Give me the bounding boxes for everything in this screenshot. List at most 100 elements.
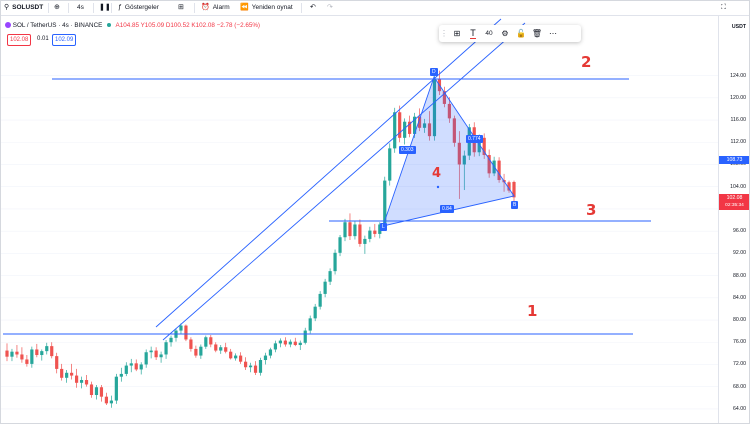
price-axis[interactable]: USDT 124.00 120.00 116.00 112.00 108.00 104.0…: [718, 16, 749, 423]
pattern-point-b[interactable]: B: [511, 201, 519, 209]
templates-icon[interactable]: ⊞: [453, 29, 461, 38]
candle-body: [412, 116, 417, 134]
more-icon[interactable]: ⋯: [549, 29, 557, 38]
candle-body: [452, 118, 456, 143]
candle: [209, 335, 213, 348]
candle-body: [442, 91, 447, 104]
candle: [373, 223, 377, 238]
candle-body: [35, 349, 39, 356]
symbol-search-button[interactable]: ⚲ SOLUSDT: [4, 2, 43, 14]
drag-handle-icon[interactable]: ⋮: [440, 29, 448, 38]
candle-body: [234, 355, 238, 359]
candle-body: [129, 363, 133, 366]
candle: [55, 352, 59, 374]
replay-button[interactable]: ⏪ Yeniden oynat: [240, 2, 293, 14]
annotation-1[interactable]: 1: [527, 302, 538, 320]
candle: [353, 221, 357, 240]
channel-line-lower[interactable]: [162, 22, 526, 341]
price-label-current: 102.08: [719, 194, 749, 202]
candle: [70, 363, 74, 380]
interval-button[interactable]: 4s: [77, 2, 84, 14]
replay-label: Yeniden oynat: [251, 4, 293, 11]
pattern-point-l[interactable]: L: [380, 223, 387, 231]
candle-body: [239, 355, 243, 362]
candle-body: [278, 340, 282, 344]
drawings: [3, 18, 651, 341]
alarm-button[interactable]: ⏰ Alarm: [201, 2, 230, 14]
settings-gear-icon[interactable]: ⚙: [501, 29, 509, 38]
top-toolbar: ⚲ SOLUSDT ⊕ 4s ❚❚ ƒ Göstergeler ⊞ ⏰ Alar…: [1, 1, 749, 16]
candle: [398, 105, 402, 143]
candle-body: [94, 387, 99, 396]
annotation-4[interactable]: 4: [432, 166, 442, 181]
ohlc-low: D100.52: [165, 22, 190, 29]
candle: [134, 359, 138, 372]
channel-line-upper[interactable]: [155, 18, 502, 328]
indicators-button[interactable]: ƒ Göstergeler: [118, 2, 159, 14]
annotation-3[interactable]: 3: [586, 201, 597, 219]
text-color-button[interactable]: T: [465, 25, 481, 42]
candle-body: [209, 337, 213, 345]
candle: [333, 249, 337, 275]
candle-body: [363, 238, 367, 244]
ohlc-open: A104.85: [115, 22, 139, 29]
pattern-center-point: [436, 185, 440, 189]
undo-button[interactable]: ↶: [310, 2, 316, 14]
candle-body: [224, 347, 228, 352]
candle: [45, 342, 49, 355]
candle-body: [204, 337, 208, 347]
candle-body: [383, 180, 387, 225]
sell-price-box[interactable]: 102.08: [7, 34, 32, 46]
candles-icon: ❚❚: [99, 4, 111, 11]
buy-price-box[interactable]: 102.09: [52, 34, 77, 46]
candle: [20, 347, 24, 363]
candle-body: [159, 354, 163, 358]
candle-body: [253, 365, 258, 373]
candle-body: [263, 355, 268, 361]
candle-body: [333, 252, 337, 272]
redo-button[interactable]: ↷: [327, 2, 333, 14]
ohlc-close: K102.08: [191, 22, 215, 29]
candle: [308, 315, 312, 334]
candle-body: [328, 271, 332, 282]
price-tick-label: 68.00: [733, 383, 746, 390]
symbol-label: SOLUSDT: [12, 4, 44, 11]
candle: [457, 131, 461, 199]
ohlc-high: Y105.09: [140, 22, 165, 29]
candle: [15, 345, 19, 358]
undo-icon: ↶: [310, 4, 316, 11]
candle-body: [179, 325, 183, 331]
candle-body: [114, 376, 118, 401]
symbol-title[interactable]: SOL / TetherUS · 4s · BINANCE: [12, 22, 103, 29]
templates-button[interactable]: ⊞: [178, 2, 184, 14]
candle-body: [388, 148, 392, 181]
currency-label[interactable]: USDT: [731, 24, 746, 30]
ratio-label-right: 0.774: [466, 135, 483, 143]
candle: [393, 107, 397, 153]
chart-pane[interactable]: D L B 0.303 0.774 0.84 2 3 1 4: [1, 16, 718, 423]
font-size-button[interactable]: 40: [485, 30, 493, 37]
candle-body: [348, 222, 352, 237]
candle-body: [45, 346, 49, 352]
candle: [109, 395, 113, 408]
compare-symbol-button[interactable]: ⊕: [54, 2, 60, 14]
fullscreen-button[interactable]: ⛶: [721, 2, 726, 14]
trash-icon[interactable]: 🗑: [531, 29, 543, 38]
price-tick-label: 72.00: [733, 361, 746, 368]
candle: [30, 346, 34, 368]
candle: [10, 348, 14, 362]
candle-body: [403, 121, 407, 138]
spread-value: 0.01: [37, 36, 49, 42]
pattern-point-d[interactable]: D: [430, 68, 438, 76]
candle-body: [70, 372, 74, 376]
annotation-2[interactable]: 2: [581, 53, 592, 71]
lock-icon[interactable]: 🔓: [516, 29, 526, 38]
text-icon: T: [470, 28, 476, 39]
chart-type-button[interactable]: ❚❚: [99, 2, 111, 14]
candle-body: [368, 230, 372, 239]
candle-body: [318, 293, 322, 307]
candle: [129, 358, 133, 373]
candle-body: [487, 155, 491, 174]
candle: [219, 345, 223, 354]
